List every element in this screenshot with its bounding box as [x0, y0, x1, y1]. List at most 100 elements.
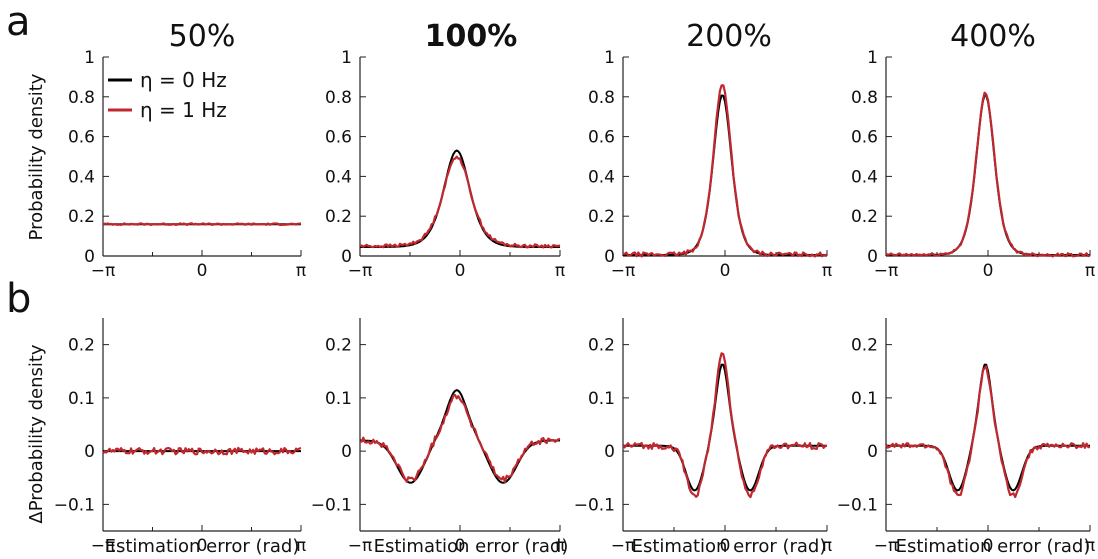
- panel-a-50-ytick-label-06: 0.6: [68, 128, 95, 148]
- panel-b-100-series-eta0: [360, 389, 560, 484]
- panel-b-100-ytick-label-02: 0.2: [325, 336, 352, 356]
- panel-a-100-xtick-label-2: π: [555, 261, 565, 281]
- panel-a-50: 00.20.40.60.81−π 0 π: [68, 48, 306, 281]
- panel-a-100-xtick-label-1: 0: [455, 261, 466, 281]
- panel-b-100-ytick-label-0: 0: [341, 442, 352, 462]
- panel-a-200-xtick-label-0: −π: [611, 261, 635, 281]
- panel-b-100-xtick-label-0: −π: [348, 536, 372, 556]
- panel-b-200-ytick-label-02: 0.2: [588, 336, 615, 356]
- legend-label-eta0: η = 0 Hz: [140, 68, 227, 92]
- panel-b-100-ytick-label-01: −0.1: [311, 495, 352, 515]
- panel-a-400-ytick-label-04: 0.4: [851, 167, 878, 187]
- panel-b-100-ytick-label-01: 0.1: [325, 389, 352, 409]
- panel-letter-a: a: [6, 0, 31, 45]
- panel-a-50-ytick-label-1: 1: [84, 48, 95, 68]
- panel-a-200: 00.20.40.60.81−π 0 π: [588, 48, 832, 281]
- panel-a-50-xtick-label-2: π: [296, 261, 306, 281]
- panel-b-50: −0.1 0 0.1 0.2 −π 0 π: [54, 318, 306, 556]
- panel-a-100-ytick-label-04: 0.4: [325, 167, 352, 187]
- panel-a-200-ytick-label-02: 0.2: [588, 207, 615, 227]
- panel-b-100: −0.1 0 0.1 0.2 −π 0 π: [311, 318, 565, 556]
- panel-a-50-ytick-label-08: 0.8: [68, 88, 95, 108]
- panel-b-400-series-eta1: [885, 365, 1091, 499]
- panel-b-50-xtick-label-2: π: [296, 536, 306, 556]
- panel-a-400-ytick-label-1: 1: [867, 48, 878, 68]
- panel-letter-b: b: [6, 276, 31, 322]
- panel-b-100-series-eta1: [359, 393, 561, 483]
- panel-a-100-xtick-label-0: −π: [348, 261, 372, 281]
- panel-a-400-series-eta1: [885, 91, 1091, 258]
- panel-a-400-ytick-label-06: 0.6: [851, 128, 878, 148]
- panel-b-50-ytick-label-0: 0: [84, 442, 95, 462]
- panel-a-100-series-eta1: [359, 155, 561, 249]
- panel-b-200: −0.1 0 0.1 0.2 −π 0 π: [574, 318, 832, 556]
- panel-b-400-ytick-label-01: −0.1: [837, 495, 878, 515]
- panel-a-400-series-eta0: [886, 94, 1090, 256]
- panel-a-100-ytick-label-1: 1: [341, 48, 352, 68]
- panel-a-100-series-eta0: [360, 149, 560, 248]
- panel-a-200-xtick-label-2: π: [822, 261, 832, 281]
- panel-a-200-ytick-label-1: 1: [604, 48, 615, 68]
- x-axis-label-100: Estimation error (rad): [374, 536, 569, 557]
- legend: η = 0 Hz η = 1 Hz: [108, 68, 227, 122]
- y-axis-label-b: ΔProbability density: [26, 344, 47, 524]
- panel-b-400-ytick-label-0: 0: [867, 442, 878, 462]
- column-title-200: 200%: [686, 19, 772, 54]
- panel-b-50-ytick-label-01: 0.1: [68, 389, 95, 409]
- panel-a-400-ytick-label-08: 0.8: [851, 88, 878, 108]
- panel-a-50-ytick-label-0: 0: [84, 247, 95, 267]
- panel-a-50-xtick-label-0: −π: [91, 261, 115, 281]
- column-title-50: 50%: [169, 19, 236, 54]
- panel-a-200-series-eta1: [622, 84, 828, 258]
- panel-b-400-xtick-label-2: π: [1085, 536, 1095, 556]
- panel-a-50-series-eta1: [102, 222, 302, 226]
- panel-b-400-xtick-label-0: −π: [874, 536, 898, 556]
- panel-b-50-xtick-label-0: −π: [91, 536, 115, 556]
- panel-a-400-xtick-label-0: −π: [874, 261, 898, 281]
- panel-a-200-series-eta0: [623, 94, 827, 256]
- panel-b-200-ytick-label-01: −0.1: [574, 495, 615, 515]
- panel-b-400-ytick-label-01: 0.1: [851, 389, 878, 409]
- panel-a-400-xtick-label-1: 0: [983, 261, 994, 281]
- panel-b-200-xtick-label-2: π: [822, 536, 832, 556]
- column-title-400: 400%: [950, 19, 1036, 54]
- panel-b-400-ytick-label-02: 0.2: [851, 336, 878, 356]
- x-axis-label-400: Estimation error (rad): [896, 536, 1091, 557]
- panel-a-100-ytick-label-06: 0.6: [325, 128, 352, 148]
- panel-b-200-xtick-label-0: −π: [611, 536, 635, 556]
- panel-b-50-ytick-label-01: −0.1: [54, 495, 95, 515]
- panel-a-50-xtick-label-1: 0: [197, 261, 208, 281]
- panel-a-100-ytick-label-08: 0.8: [325, 88, 352, 108]
- panel-a-400-ytick-label-0: 0: [867, 247, 878, 267]
- panel-a-200-ytick-label-0: 0: [604, 247, 615, 267]
- panel-b-50-ytick-label-02: 0.2: [68, 336, 95, 356]
- panel-a-200-ytick-label-08: 0.8: [588, 88, 615, 108]
- panel-b-200-series-eta0: [623, 363, 827, 492]
- panel-b-100-xtick-label-2: π: [555, 536, 565, 556]
- panel-a-400: 00.20.40.60.81−π 0 π: [851, 48, 1095, 281]
- panel-a-200-ytick-label-06: 0.6: [588, 128, 615, 148]
- panel-b-100-xtick-label-1: 0: [455, 536, 466, 556]
- panel-b-200-series-eta1: [622, 352, 828, 499]
- panel-a-100: 00.20.40.60.81−π 0 π: [325, 48, 565, 281]
- panel-a-200-xtick-label-1: 0: [720, 261, 731, 281]
- panel-b-50-series-eta1: [102, 446, 302, 456]
- column-title-100: 100%: [425, 19, 518, 54]
- panel-a-50-ytick-label-04: 0.4: [68, 167, 95, 187]
- panel-a-100-ytick-label-02: 0.2: [325, 207, 352, 227]
- x-axis-label-50: Estimation error (rad): [105, 536, 300, 557]
- panel-b-200-ytick-label-0: 0: [604, 442, 615, 462]
- panel-b-400-xtick-label-1: 0: [983, 536, 994, 556]
- legend-label-eta1: η = 1 Hz: [140, 98, 227, 122]
- panel-b-400-series-eta0: [886, 363, 1090, 492]
- panel-a-200-ytick-label-04: 0.4: [588, 167, 615, 187]
- panel-a-50-ytick-label-02: 0.2: [68, 207, 95, 227]
- x-axis-label-200: Estimation error (rad): [632, 536, 827, 557]
- panel-a-400-ytick-label-02: 0.2: [851, 207, 878, 227]
- panel-b-200-xtick-label-1: 0: [720, 536, 731, 556]
- panel-b-400: −0.1 0 0.1 0.2 −π 0 π: [837, 318, 1095, 556]
- panel-a-400-xtick-label-2: π: [1085, 261, 1095, 281]
- panel-a-100-ytick-label-0: 0: [341, 247, 352, 267]
- panel-b-50-xtick-label-1: 0: [197, 536, 208, 556]
